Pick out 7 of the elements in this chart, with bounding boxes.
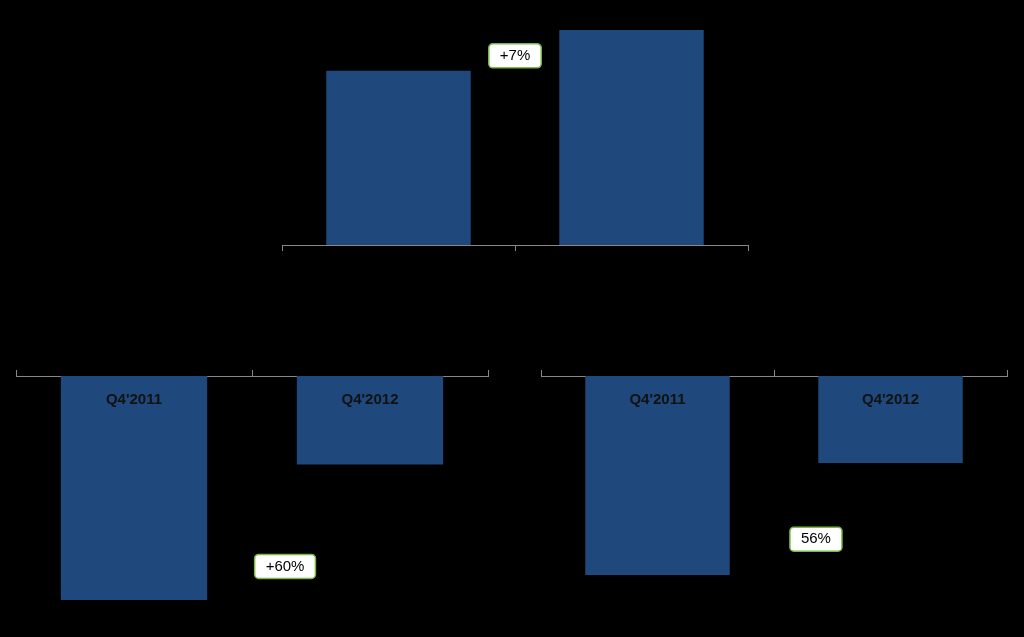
x-tick-label: Q4'2011: [105, 389, 163, 407]
annotation: 56%: [800, 529, 831, 547]
x-tick-label: Q4'2011: [629, 389, 686, 407]
annotation: +60%: [265, 556, 305, 574]
x-tick-label: Q4'2012: [341, 389, 399, 407]
x-tick-label: Q4'2012: [862, 389, 919, 407]
annotation: +7%: [499, 45, 531, 63]
